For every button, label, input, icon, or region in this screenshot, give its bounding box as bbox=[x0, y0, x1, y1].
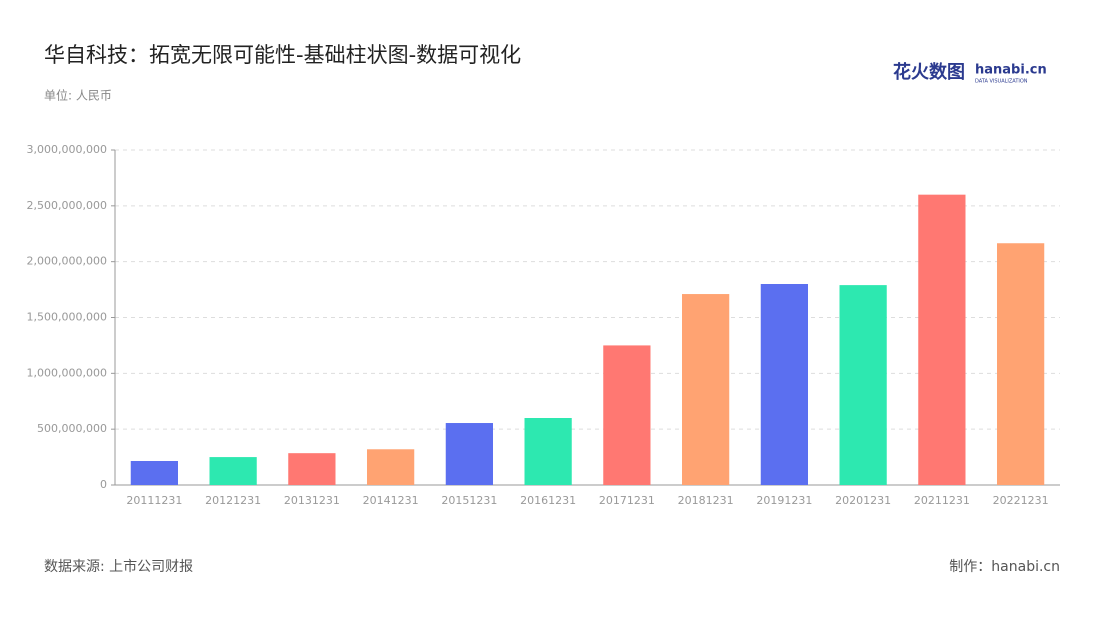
logo-tagline: DATA VISUALIZATION bbox=[975, 79, 1028, 85]
logo-site: hanabi.cn bbox=[975, 63, 1047, 78]
x-tick-label: 20171231 bbox=[599, 494, 655, 507]
y-tick-label: 500,000,000 bbox=[37, 422, 107, 435]
x-tick-label: 20151231 bbox=[441, 494, 497, 507]
bar bbox=[839, 285, 887, 485]
credit: 制作：hanabi.cn bbox=[949, 559, 1060, 575]
y-tick-label: 2,500,000,000 bbox=[27, 199, 107, 212]
bar bbox=[603, 345, 651, 485]
chart-subtitle: 单位: 人民币 bbox=[44, 88, 112, 103]
y-tick-label: 2,000,000,000 bbox=[27, 255, 107, 268]
logo-name: 花火数图 bbox=[893, 61, 965, 83]
bar bbox=[760, 284, 808, 485]
bar bbox=[524, 418, 572, 485]
x-tick-label: 20161231 bbox=[520, 494, 576, 507]
x-tick-label: 20131231 bbox=[284, 494, 340, 507]
bar bbox=[445, 423, 493, 485]
source: 数据来源: 上市公司财报 bbox=[44, 558, 193, 575]
y-tick-label: 1,000,000,000 bbox=[27, 366, 107, 379]
x-tick-label: 20121231 bbox=[205, 494, 261, 507]
chart-title: 华自科技：拓宽无限可能性-基础柱状图-数据可视化 bbox=[44, 43, 521, 67]
x-tick-label: 20111231 bbox=[126, 494, 182, 507]
bar bbox=[130, 460, 178, 485]
x-tick-label: 20221231 bbox=[993, 494, 1049, 507]
y-tick-label: 0 bbox=[100, 478, 107, 491]
x-tick-label: 20201231 bbox=[835, 494, 891, 507]
x-tick-label: 20181231 bbox=[678, 494, 734, 507]
bar bbox=[682, 294, 730, 485]
x-tick-label: 20141231 bbox=[363, 494, 419, 507]
bar bbox=[367, 449, 415, 485]
bar bbox=[997, 243, 1045, 485]
bar bbox=[209, 457, 257, 485]
x-tick-label: 20191231 bbox=[756, 494, 812, 507]
y-tick-label: 1,500,000,000 bbox=[27, 311, 107, 324]
x-tick-label: 20211231 bbox=[914, 494, 970, 507]
bar bbox=[288, 453, 336, 485]
y-tick-label: 3,000,000,000 bbox=[27, 143, 107, 156]
bar bbox=[918, 194, 966, 485]
